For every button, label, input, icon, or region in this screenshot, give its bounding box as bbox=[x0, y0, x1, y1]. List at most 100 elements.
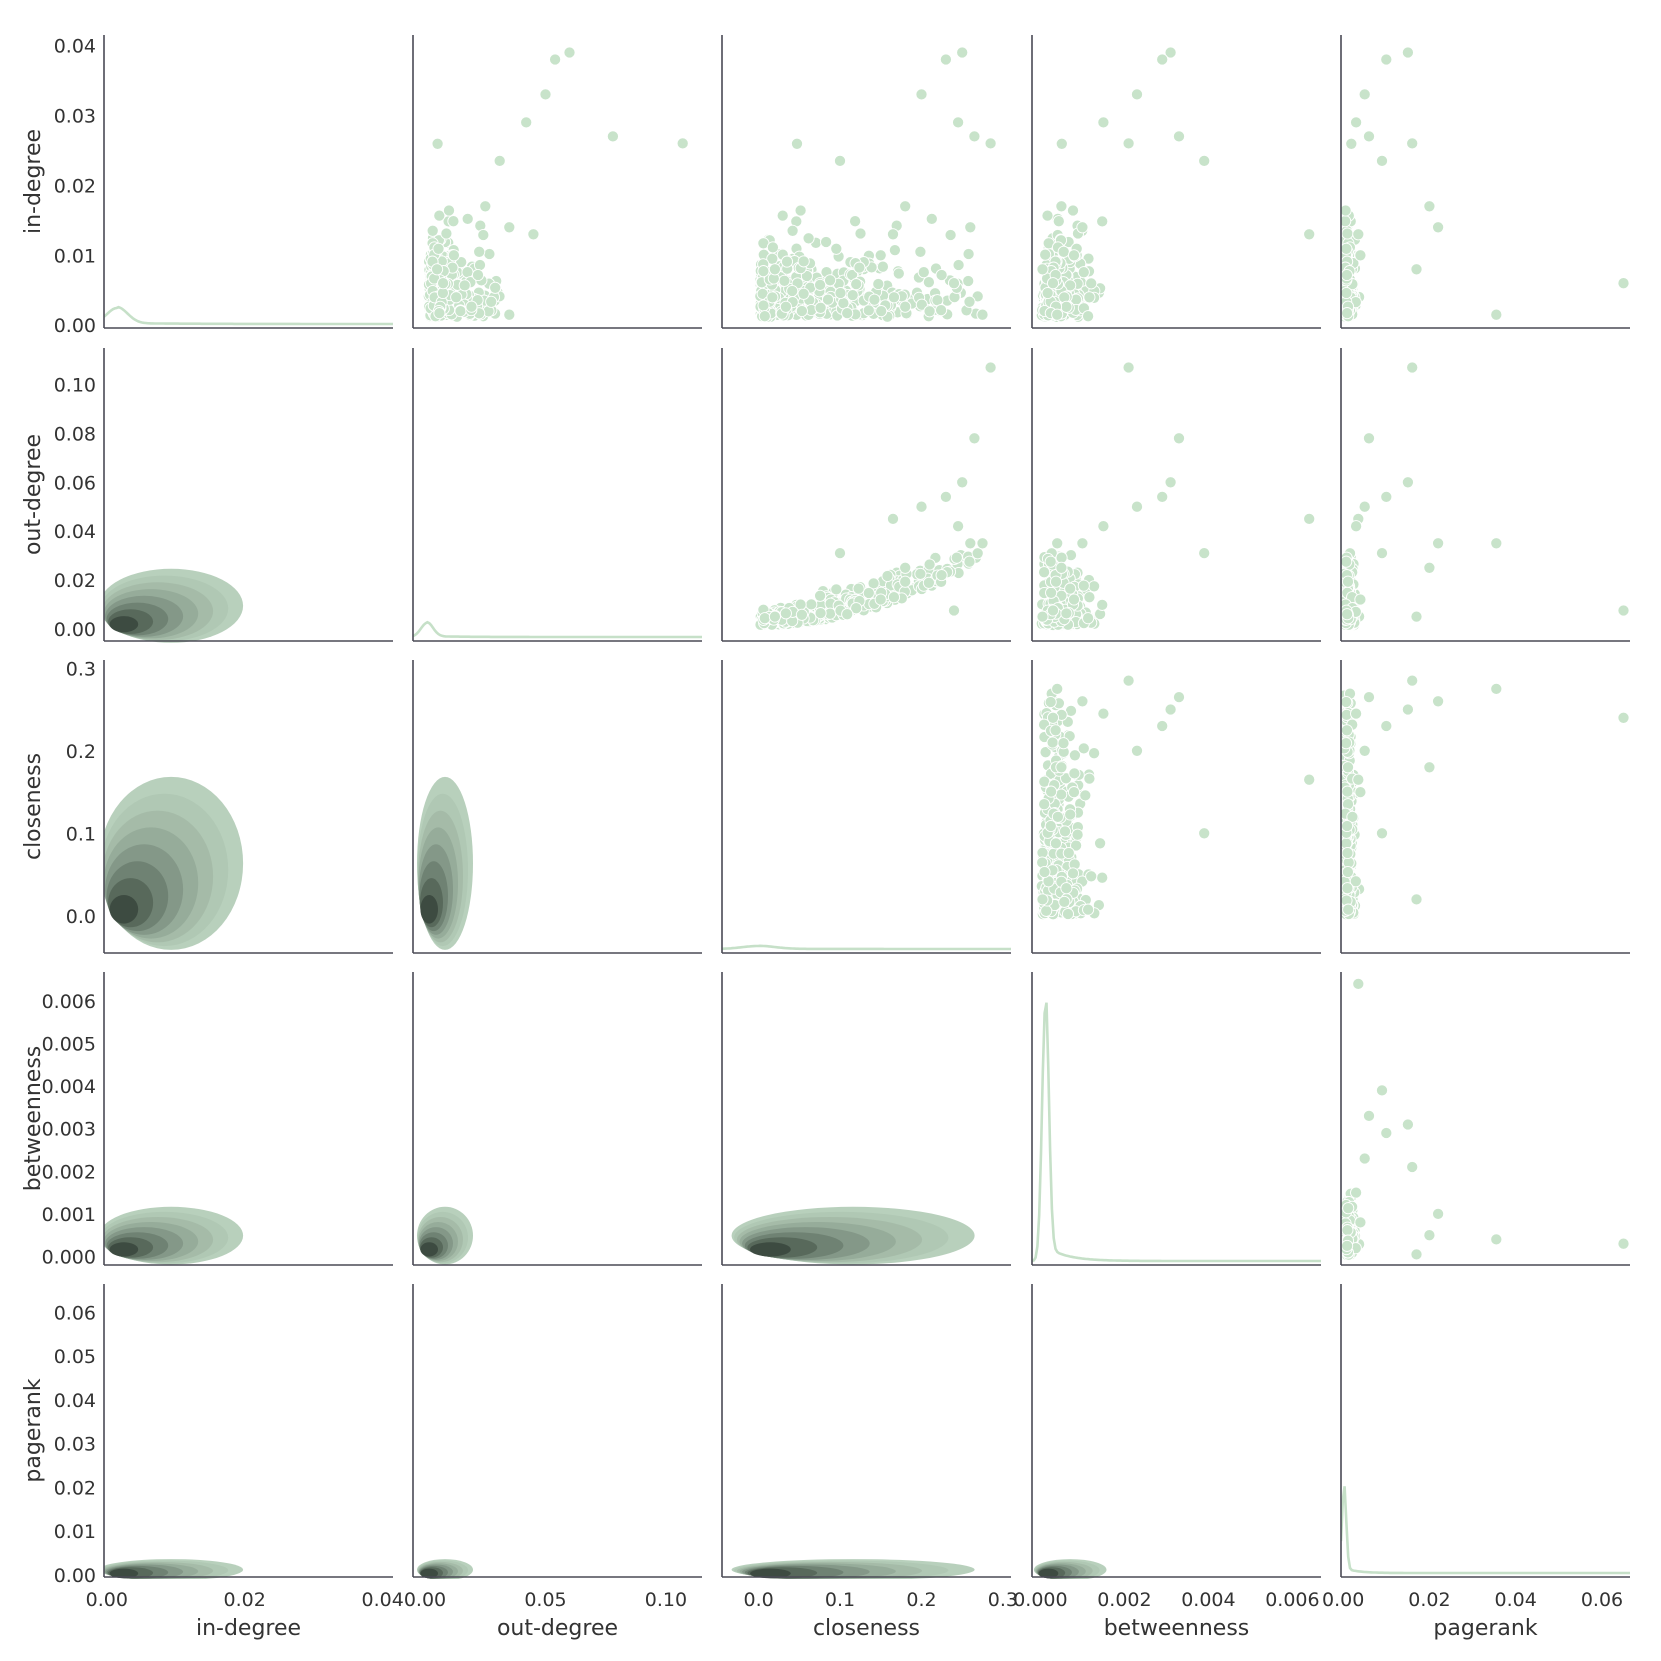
scatter-point bbox=[1617, 604, 1630, 617]
scatter-point bbox=[914, 567, 927, 580]
scatter-point bbox=[431, 263, 444, 276]
scatter-point bbox=[1064, 279, 1077, 292]
scatter-point bbox=[1051, 810, 1064, 823]
scatter-point bbox=[862, 586, 875, 600]
scatter-point bbox=[1077, 579, 1090, 592]
scatter-point bbox=[914, 245, 927, 258]
scatter-point bbox=[964, 537, 977, 550]
scatter-point bbox=[1341, 555, 1353, 568]
scatter-point bbox=[1044, 555, 1057, 568]
scatter-point bbox=[1055, 137, 1068, 150]
scatter-point bbox=[1076, 221, 1089, 234]
scatter-point bbox=[1341, 695, 1353, 709]
scatter-point bbox=[939, 490, 952, 503]
scatter-point bbox=[1061, 907, 1075, 921]
scatter-point bbox=[1082, 310, 1095, 323]
scatter-point bbox=[1303, 228, 1316, 241]
scatter-point bbox=[852, 582, 865, 595]
scatter-point bbox=[923, 305, 936, 318]
scatter-point bbox=[1068, 749, 1081, 762]
panel-indegree-vs-indegree bbox=[103, 35, 393, 329]
scatter-point bbox=[1346, 810, 1359, 823]
scatter-point bbox=[935, 304, 948, 317]
scatter-point bbox=[963, 555, 976, 568]
scatter-point bbox=[1490, 682, 1503, 695]
scatter-point bbox=[1083, 291, 1096, 304]
scatter-point bbox=[1172, 130, 1186, 143]
scatter-point bbox=[780, 255, 794, 268]
scatter-point bbox=[776, 209, 789, 222]
scatter-point bbox=[805, 598, 818, 611]
scatter-point bbox=[1410, 893, 1423, 906]
scatter-point bbox=[1066, 204, 1080, 217]
scatter-point bbox=[1038, 566, 1051, 579]
scatter-point bbox=[1045, 586, 1058, 599]
scatter-point bbox=[1410, 610, 1423, 623]
scatter-point bbox=[447, 215, 460, 228]
scatter-point bbox=[1341, 608, 1354, 621]
scatter-point bbox=[1164, 476, 1177, 489]
scatter-point bbox=[1401, 46, 1414, 59]
scatter-point bbox=[1082, 903, 1095, 916]
kde-curve bbox=[104, 305, 393, 326]
scatter-point bbox=[1077, 742, 1090, 755]
scatter-point bbox=[1096, 215, 1109, 228]
scatter-point bbox=[1036, 610, 1049, 623]
scatter-point bbox=[1130, 744, 1144, 757]
scatter-point bbox=[440, 227, 453, 240]
panel-betweenness-vs-closeness bbox=[721, 972, 1011, 1266]
scatter-point bbox=[876, 260, 889, 273]
scatter-point bbox=[952, 520, 965, 533]
scatter-point bbox=[952, 258, 965, 272]
scatter-point bbox=[814, 301, 827, 314]
scatter-point bbox=[479, 200, 492, 213]
scatter-point bbox=[1060, 882, 1073, 895]
scatter-point bbox=[872, 277, 885, 291]
scatter-point bbox=[1362, 130, 1376, 143]
scatter-point bbox=[1067, 593, 1081, 606]
scatter-point bbox=[473, 245, 486, 258]
scatter-point bbox=[976, 537, 989, 550]
kde-curve bbox=[413, 620, 702, 639]
kde-contour bbox=[420, 895, 439, 924]
scatter-point bbox=[1401, 476, 1414, 489]
scatter-point bbox=[1375, 827, 1389, 840]
scatter-point bbox=[503, 221, 516, 234]
scatter-point bbox=[956, 476, 969, 489]
scatter-point bbox=[1164, 703, 1177, 716]
scatter-point bbox=[1058, 895, 1071, 908]
scatter-point bbox=[830, 583, 843, 596]
scatter-point bbox=[549, 53, 562, 66]
scatter-point bbox=[1350, 116, 1363, 129]
scatter-point bbox=[1055, 761, 1068, 774]
scatter-point bbox=[790, 137, 804, 150]
scatter-point bbox=[797, 287, 810, 300]
scatter-point bbox=[527, 228, 540, 241]
scatter-point bbox=[956, 46, 969, 59]
scatter-point bbox=[1094, 837, 1107, 850]
scatter-point bbox=[483, 247, 496, 261]
scatter-point bbox=[1083, 591, 1096, 604]
scatter-point bbox=[1172, 432, 1186, 445]
panel-closeness-vs-indegree bbox=[103, 660, 393, 954]
scatter-point bbox=[1362, 691, 1376, 704]
scatter-point bbox=[935, 569, 948, 582]
scatter-point bbox=[1076, 537, 1089, 550]
scatter-point bbox=[1156, 719, 1169, 733]
scatter-point bbox=[493, 154, 506, 167]
scatter-point bbox=[820, 235, 833, 249]
scatter-point bbox=[1057, 245, 1070, 258]
scatter-point bbox=[432, 242, 445, 255]
scatter-point bbox=[1380, 490, 1393, 503]
scatter-point bbox=[1044, 695, 1057, 709]
scatter-point bbox=[962, 274, 975, 288]
scatter-point bbox=[850, 278, 863, 291]
scatter-point bbox=[899, 300, 912, 313]
scatter-point bbox=[1097, 520, 1110, 533]
scatter-point bbox=[1172, 691, 1186, 704]
scatter-point bbox=[758, 310, 771, 323]
scatter-point bbox=[814, 607, 827, 620]
scatter-point bbox=[1198, 154, 1211, 167]
scatter-point bbox=[824, 274, 837, 287]
scatter-point bbox=[854, 227, 867, 240]
